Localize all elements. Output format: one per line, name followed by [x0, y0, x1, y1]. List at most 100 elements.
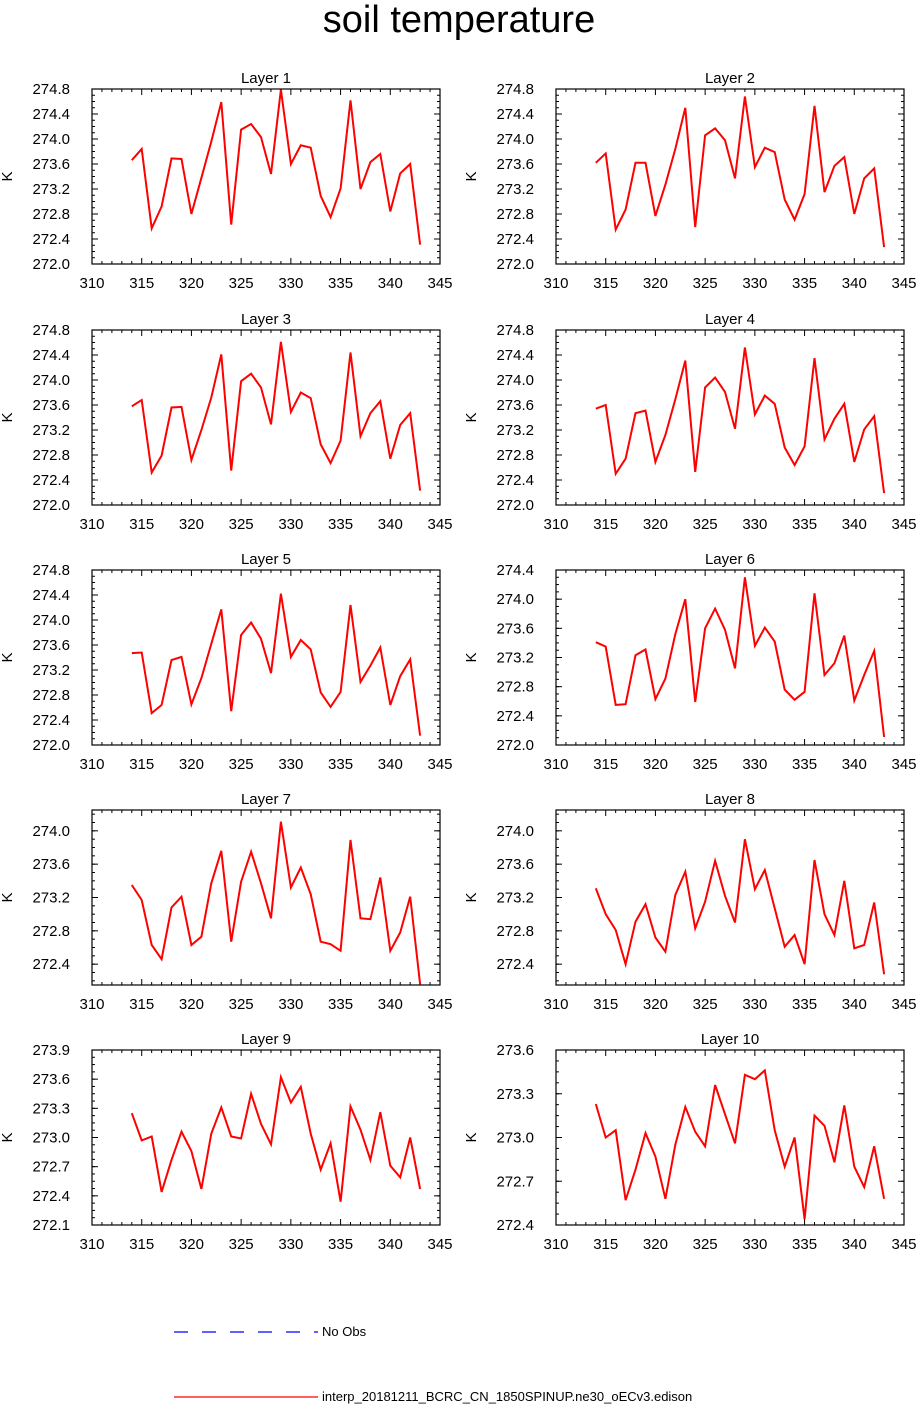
- y-tick-label: 273.6: [32, 397, 70, 414]
- x-tick-label: 320: [643, 275, 668, 292]
- chart-panel-10: Layer 10 K 310 315 320 325 330 335 340 345 272.4 27…: [463, 1031, 917, 1253]
- y-tick-label: 272.7: [496, 1173, 534, 1190]
- y-tick-label: 273.2: [32, 181, 70, 198]
- y-tick-label: 272.7: [32, 1159, 70, 1176]
- x-tick-label: 325: [229, 1236, 254, 1253]
- chart-panel-7: Layer 7 K 310 315 320 325 330 335 340 345 272.4 272…: [0, 791, 453, 1013]
- x-tick-label: 335: [328, 996, 353, 1013]
- y-tick-label: 272.0: [32, 737, 70, 754]
- x-tick-label: 335: [328, 275, 353, 292]
- y-tick-label: 274.0: [32, 131, 70, 148]
- chart-panel-2: Layer 2 K 310 315 320 325 330 335 340 345 272.0 272…: [463, 70, 917, 292]
- legend-model-label: interp_20181211_BCRC_CN_1850SPINUP.ne30_…: [322, 1389, 693, 1404]
- y-axis-label: K: [0, 892, 16, 902]
- series-line: [595, 96, 886, 248]
- x-tick-label: 325: [229, 756, 254, 773]
- x-tick-label: 325: [693, 516, 718, 533]
- chart-panel-8: Layer 8 K 310 315 320 325 330 335 340 345 272.4 272…: [463, 791, 917, 1013]
- series-line: [131, 89, 422, 245]
- chart-title: Layer 8: [705, 791, 755, 808]
- x-tick-label: 315: [129, 996, 154, 1013]
- x-tick-label: 320: [179, 275, 204, 292]
- x-tick-label: 310: [543, 275, 568, 292]
- x-tick-label: 315: [593, 275, 618, 292]
- x-tick-label: 325: [693, 1236, 718, 1253]
- x-tick-label: 310: [543, 756, 568, 773]
- x-tick-label: 330: [278, 275, 303, 292]
- y-tick-label: 274.8: [32, 322, 70, 339]
- y-tick-label: 272.8: [496, 447, 534, 464]
- x-tick-label: 345: [427, 275, 452, 292]
- y-tick-label: 273.3: [496, 1086, 534, 1103]
- chart-panel-9: Layer 9 K 310 315 320 325 330 335 340 345 272.1 272…: [0, 1031, 453, 1253]
- y-tick-label: 272.4: [32, 231, 70, 248]
- x-tick-label: 330: [278, 1236, 303, 1253]
- x-tick-label: 345: [427, 756, 452, 773]
- y-tick-label: 274.4: [496, 106, 534, 123]
- chart-panel-1: Layer 1 K 310 315 320 325 330 335 340 345 272.0 272…: [0, 70, 453, 292]
- x-tick-label: 330: [742, 996, 767, 1013]
- x-tick-label: 325: [693, 756, 718, 773]
- x-tick-label: 315: [593, 1236, 618, 1253]
- y-tick-label: 274.0: [496, 823, 534, 840]
- x-tick-label: 330: [278, 516, 303, 533]
- y-tick-label: 272.1: [32, 1217, 70, 1234]
- x-tick-label: 345: [891, 516, 916, 533]
- y-tick-label: 272.4: [32, 712, 70, 729]
- y-tick-label: 273.0: [32, 1130, 70, 1147]
- x-tick-label: 335: [328, 516, 353, 533]
- y-tick-label: 272.8: [32, 206, 70, 223]
- y-tick-label: 273.6: [32, 156, 70, 173]
- x-tick-label: 340: [378, 275, 403, 292]
- x-tick-label: 335: [792, 756, 817, 773]
- x-tick-label: 320: [643, 516, 668, 533]
- x-tick-label: 325: [693, 996, 718, 1013]
- x-tick-label: 315: [129, 1236, 154, 1253]
- x-tick-label: 340: [842, 516, 867, 533]
- y-tick-label: 272.0: [32, 497, 70, 514]
- x-tick-label: 345: [427, 1236, 452, 1253]
- chart-title: Layer 6: [705, 551, 755, 568]
- y-tick-label: 272.8: [32, 687, 70, 704]
- y-tick-label: 272.8: [32, 447, 70, 464]
- y-tick-label: 272.4: [32, 1188, 70, 1205]
- series-line: [130, 1073, 422, 1202]
- y-axis-label: K: [463, 171, 480, 181]
- y-tick-label: 272.4: [32, 472, 70, 489]
- chart-title: Layer 1: [241, 70, 291, 87]
- y-tick-label: 272.0: [496, 737, 534, 754]
- chart-title: Layer 9: [241, 1031, 291, 1048]
- x-tick-label: 320: [643, 756, 668, 773]
- x-tick-label: 330: [742, 275, 767, 292]
- x-tick-label: 340: [842, 275, 867, 292]
- x-tick-label: 340: [378, 756, 403, 773]
- y-tick-label: 273.3: [32, 1100, 70, 1117]
- legend-obs-label: No Obs: [322, 1324, 367, 1339]
- y-tick-label: 273.6: [32, 856, 70, 873]
- y-axis-label: K: [463, 412, 480, 422]
- x-tick-label: 320: [643, 1236, 668, 1253]
- y-tick-label: 272.4: [496, 1217, 534, 1234]
- x-tick-label: 335: [792, 275, 817, 292]
- y-tick-label: 272.4: [32, 956, 70, 973]
- y-axis-label: K: [0, 412, 16, 422]
- y-tick-label: 273.6: [496, 156, 534, 173]
- x-tick-label: 330: [742, 756, 767, 773]
- y-tick-label: 274.0: [496, 591, 534, 608]
- x-tick-label: 345: [427, 516, 452, 533]
- y-axis-label: K: [0, 171, 16, 181]
- y-tick-label: 273.2: [496, 422, 534, 439]
- y-tick-label: 272.4: [496, 231, 534, 248]
- chart-title: Layer 5: [241, 551, 291, 568]
- y-axis-label: K: [0, 1132, 16, 1142]
- x-tick-label: 315: [129, 275, 154, 292]
- chart-title: Layer 10: [701, 1031, 759, 1048]
- y-tick-label: 274.0: [496, 372, 534, 389]
- x-tick-label: 345: [891, 275, 916, 292]
- x-tick-label: 320: [179, 1236, 204, 1253]
- y-tick-label: 273.9: [32, 1042, 70, 1059]
- y-tick-label: 272.4: [496, 472, 534, 489]
- x-tick-label: 340: [378, 1236, 403, 1253]
- x-tick-label: 310: [79, 516, 104, 533]
- chart-title: Layer 7: [241, 791, 291, 808]
